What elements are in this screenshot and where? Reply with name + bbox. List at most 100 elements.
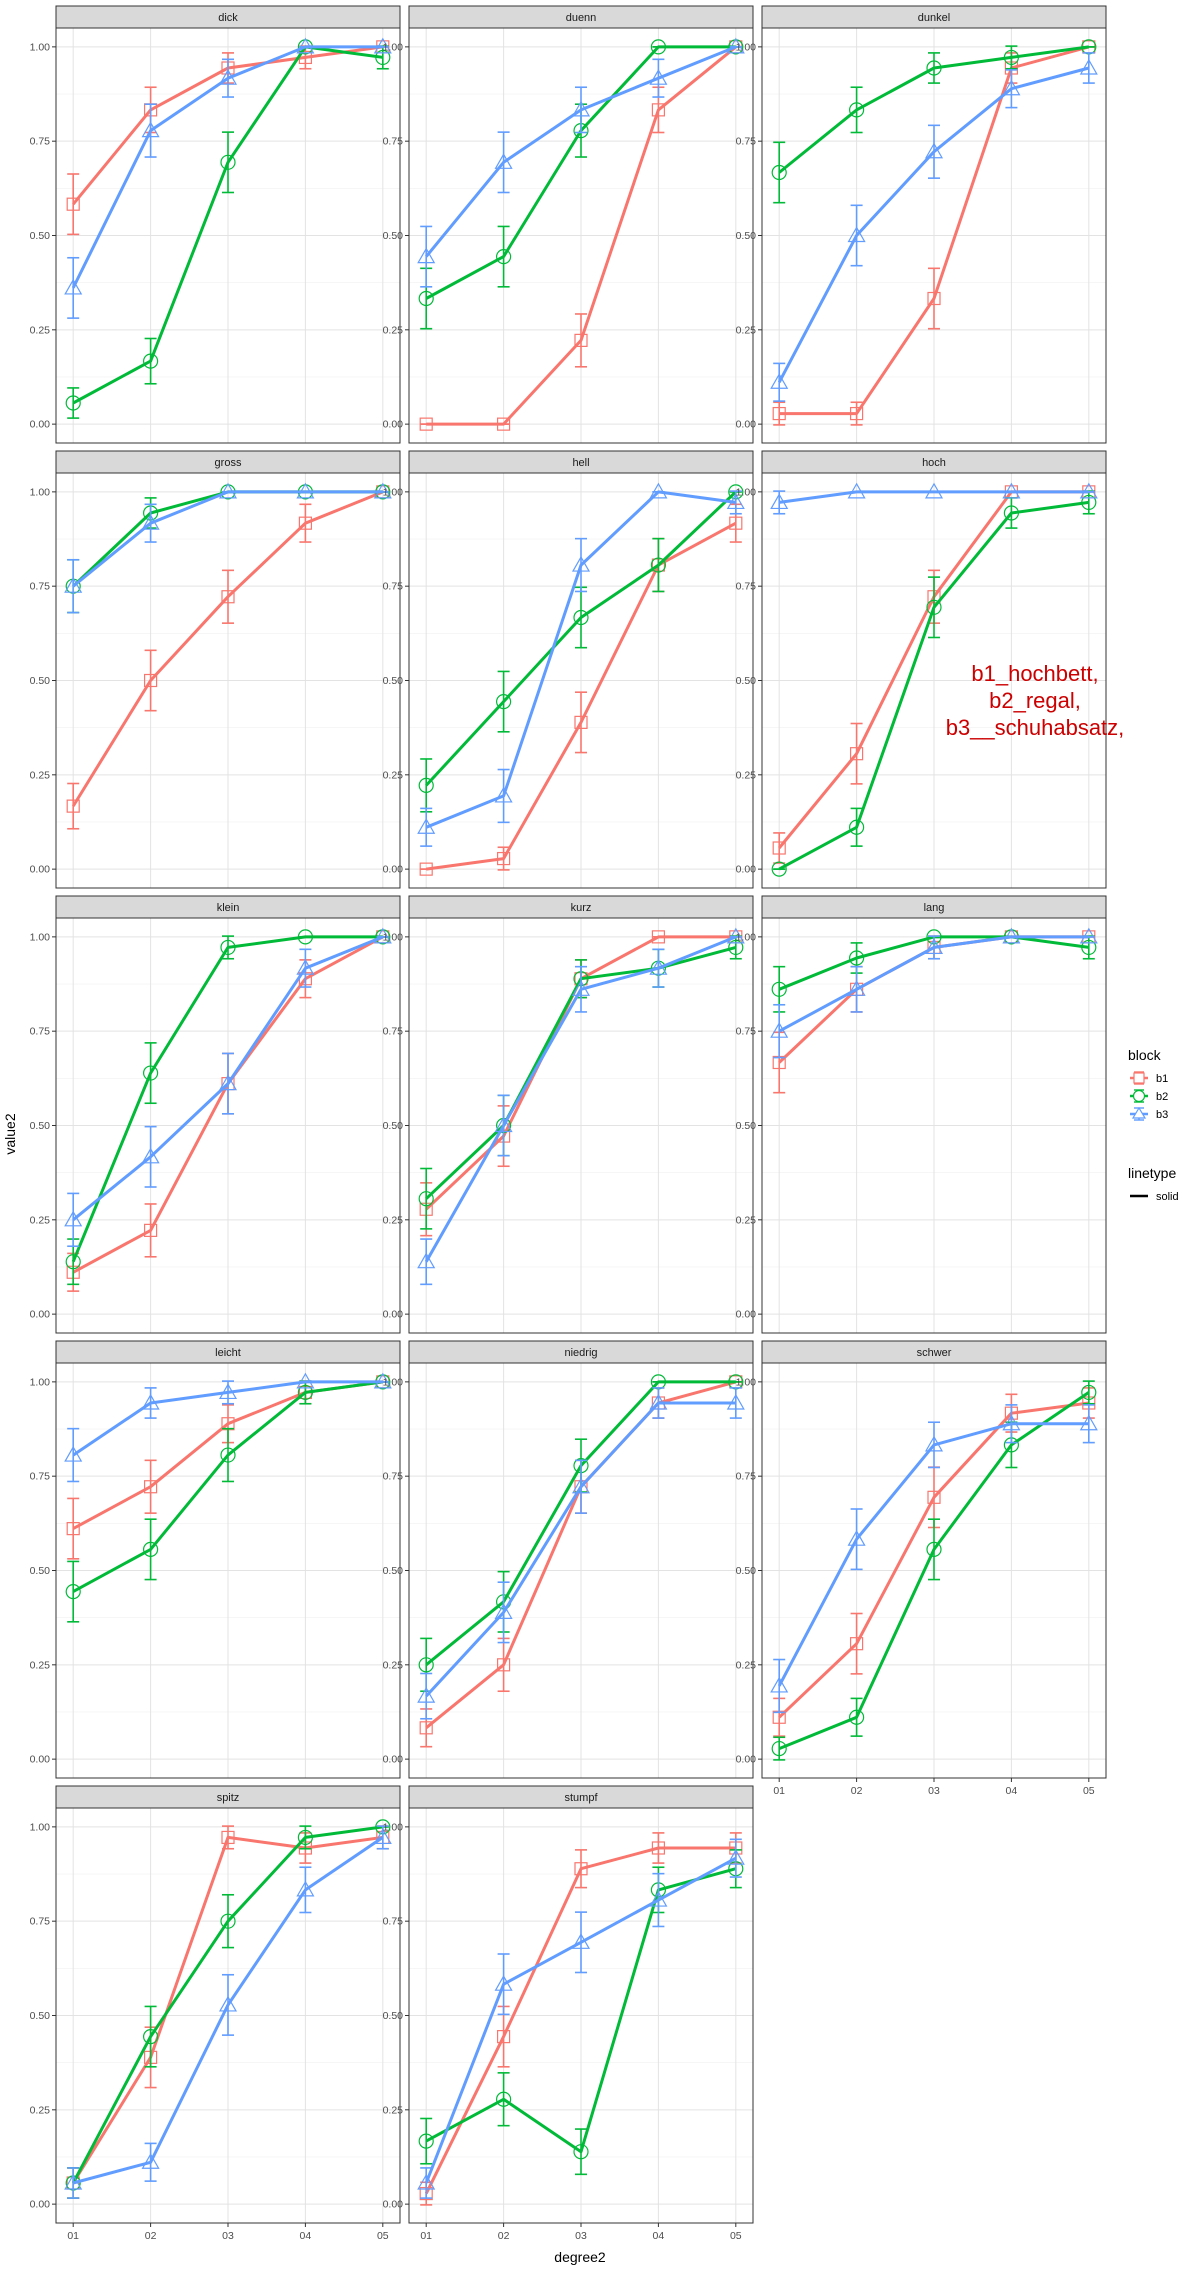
data-point [770, 1021, 789, 1038]
data-point [771, 164, 787, 181]
y-tick-label: 0.00 [383, 1754, 404, 1766]
series-b2 [65, 39, 391, 419]
series-line [777, 66, 1090, 383]
series-b3 [417, 1387, 745, 1720]
error-bar [67, 782, 80, 830]
y-tick-label: 0.75 [30, 1471, 51, 1483]
series-line [71, 1825, 384, 2184]
series-line [778, 500, 1090, 871]
y-tick-label: 0.50 [736, 675, 757, 687]
x-tick-label: 01 [420, 2230, 432, 2242]
panel-dunkel: dunkel 0.00 0.25 0.50 0.75 1.00 [736, 5, 1107, 444]
data-point [143, 2029, 159, 2045]
data-point [1079, 1414, 1098, 1431]
y-tick-label: 0.50 [383, 1565, 404, 1577]
series-line [778, 935, 1089, 1033]
error-bar [67, 1497, 80, 1560]
data-point [141, 121, 160, 138]
data-point [650, 557, 667, 573]
y-tick-label: 0.50 [383, 230, 404, 242]
panel-lang: lang 0.00 0.25 0.50 0.75 1.00 [736, 895, 1107, 1334]
series-b3 [417, 37, 745, 288]
y-tick-label: 0.00 [30, 864, 51, 876]
y-tick-label: 0.75 [30, 581, 51, 593]
y-tick-label: 1.00 [383, 41, 404, 53]
annotation-line: b2_regal, [989, 688, 1081, 713]
data-point [1003, 505, 1020, 521]
y-tick-label: 0.00 [30, 2199, 51, 2211]
data-point [1081, 939, 1097, 956]
data-point [726, 37, 745, 54]
data-point [221, 1830, 235, 1845]
data-point [649, 68, 668, 85]
data-point [924, 482, 944, 499]
y-tick-label: 0.00 [383, 2199, 404, 2211]
data-point [494, 786, 513, 803]
series-b3 [417, 482, 745, 847]
data-point [571, 555, 591, 572]
data-point [417, 2173, 436, 2190]
y-tick-label: 0.50 [30, 675, 51, 687]
data-point [927, 1490, 941, 1504]
data-point [418, 1657, 434, 1673]
data-point [1002, 1414, 1021, 1431]
facet-label: schwer [917, 1347, 952, 1359]
panel-border [761, 27, 1107, 444]
error-bar [1082, 52, 1095, 84]
data-point [573, 2144, 589, 2160]
data-point [1002, 79, 1021, 96]
data-point [375, 49, 391, 66]
data-point [770, 493, 789, 510]
y-tick-label: 0.00 [736, 864, 757, 876]
legend-label: b3 [1156, 1109, 1168, 1121]
data-point [924, 142, 944, 159]
data-point [141, 1393, 160, 1410]
data-point [726, 1393, 745, 1410]
data-point [296, 1880, 315, 1897]
data-point [649, 1890, 668, 1907]
data-point [651, 930, 666, 944]
y-tick-label: 0.50 [736, 230, 757, 242]
series-line [72, 490, 383, 588]
data-point [141, 513, 160, 530]
x-tick-label: 03 [222, 2230, 234, 2242]
data-point [1079, 482, 1098, 499]
data-point [218, 1995, 238, 2012]
data-point [221, 590, 235, 604]
y-tick-label: 1.00 [383, 486, 404, 498]
data-point [373, 1828, 392, 1845]
data-point [772, 406, 786, 421]
panel-border [55, 472, 401, 889]
data-point [1003, 49, 1020, 66]
data-point [296, 1372, 315, 1389]
legend-title: block [1128, 1047, 1162, 1063]
data-point [496, 694, 512, 710]
series-b3 [64, 1825, 392, 2199]
x-axis-ticks: 01 02 03 04 05 01 02 03 04 05 01 02 03 04 05 [67, 1778, 1095, 2242]
data-point [297, 929, 313, 945]
data-point [728, 939, 744, 956]
y-tick-label: 0.25 [736, 1214, 757, 1226]
data-point [926, 60, 942, 76]
x-tick-label: 02 [498, 2230, 510, 2242]
data-point [65, 1254, 81, 1270]
data-point [729, 516, 743, 530]
y-tick-label: 1.00 [383, 1821, 404, 1833]
y-tick-label: 0.25 [383, 769, 404, 781]
series-line [425, 490, 737, 787]
data-point [144, 673, 158, 688]
panel-border [761, 472, 1107, 889]
y-tick-label: 0.75 [383, 1471, 404, 1483]
error-bar [67, 1192, 80, 1248]
data-point [847, 482, 866, 499]
series-line [71, 935, 383, 1263]
series-b3 [770, 52, 1098, 402]
data-point [771, 861, 787, 877]
series-line [778, 490, 1089, 504]
y-tick-label: 0.25 [736, 324, 757, 336]
y-tick-label: 0.00 [736, 1754, 757, 1766]
x-tick-label: 01 [773, 1785, 785, 1797]
y-tick-label: 0.75 [30, 136, 51, 148]
y-tick-label: 1.00 [30, 1821, 51, 1833]
series-line [72, 935, 384, 1221]
